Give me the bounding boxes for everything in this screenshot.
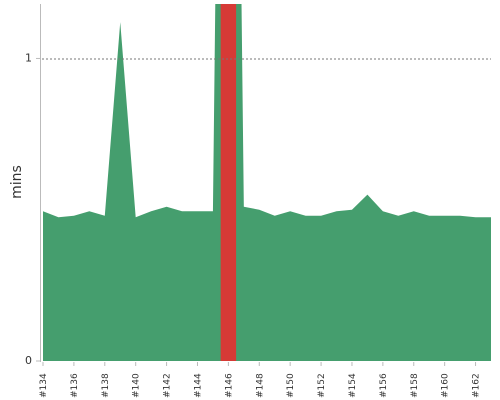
x-tick-label: #156 (379, 373, 389, 398)
x-tick-label: #140 (132, 373, 142, 398)
x-tick-label: #162 (472, 373, 482, 398)
x-tick-label: #160 (441, 373, 451, 398)
x-tick-label: #158 (410, 373, 420, 398)
area (43, 4, 491, 361)
x-tick-label: #138 (101, 373, 111, 398)
x-tick-label: #146 (224, 373, 234, 398)
y-tick-label: 0 (25, 354, 32, 367)
x-tick-label: #150 (286, 373, 296, 398)
x-tick-label: #134 (39, 373, 49, 398)
y-tick-label: 1 (25, 51, 32, 64)
x-tick-label: #142 (163, 373, 173, 398)
y-axis-label: mins (9, 165, 25, 199)
x-tick-label: #148 (255, 373, 265, 398)
x-tick-label: #152 (317, 373, 327, 398)
highlight-segment (220, 4, 237, 361)
x-tick-label: #154 (348, 373, 358, 398)
x-tick-label: #144 (193, 373, 203, 398)
x-tick-label: #136 (70, 373, 80, 398)
plot-area (43, 4, 491, 361)
